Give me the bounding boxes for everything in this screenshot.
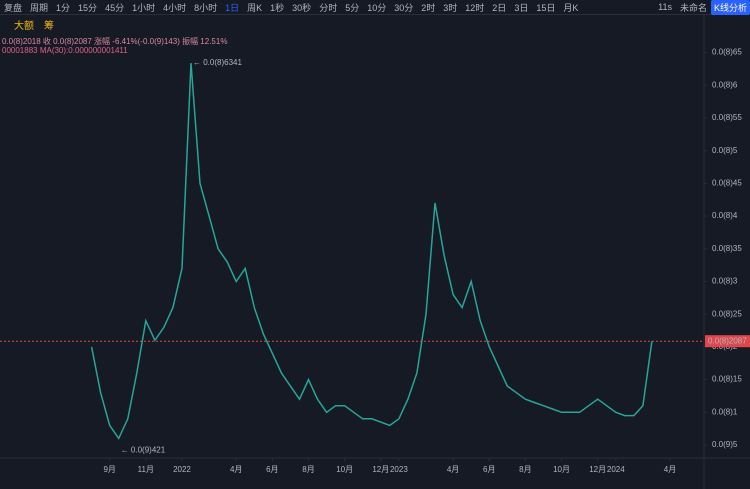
toolbar-item[interactable]: 45分 <box>105 2 125 13</box>
toolbar-item[interactable]: 4小时 <box>163 2 187 13</box>
toolbar-item[interactable]: 3时 <box>443 2 458 13</box>
y-tick-label: 0.0(8)55 <box>712 113 742 122</box>
toolbar-item[interactable]: 2日 <box>492 2 507 13</box>
toolbar-item[interactable]: 5分 <box>345 2 360 13</box>
toolbar-item[interactable]: 10分 <box>367 2 387 13</box>
subbar: 大额筹 <box>0 16 54 32</box>
toolbar-item[interactable]: 30分 <box>394 2 414 13</box>
y-tick-label: 0.0(8)1 <box>712 407 738 416</box>
y-tick-label: 0.0(8)45 <box>712 178 742 187</box>
last-price-label: 0.0(8)2087 <box>708 336 747 345</box>
x-tick-label: 2022 <box>173 465 191 474</box>
toolbar-item[interactable]: 8小时 <box>194 2 218 13</box>
toolbar-item[interactable]: 1秒 <box>270 2 285 13</box>
toolbar-item[interactable]: 1日 <box>225 2 240 13</box>
x-tick-label: 9月 <box>103 465 115 474</box>
x-tick-label: 4月 <box>664 465 676 474</box>
toolbar-item[interactable]: 复盘 <box>4 2 23 13</box>
y-tick-label: 0.0(9)5 <box>712 440 738 449</box>
x-tick-label: 2024 <box>607 465 625 474</box>
subbar-item[interactable]: 筹 <box>44 20 54 32</box>
y-tick-label: 0.0(8)65 <box>712 48 742 57</box>
x-tick-label: 8月 <box>519 465 531 474</box>
x-tick-label: 4月 <box>230 465 242 474</box>
y-tick-label: 0.0(8)15 <box>712 375 742 384</box>
ohlc-info: 0.0(8)2018 收 0.0(8)2087 涨幅 -6.41%(-0.0(9… <box>2 37 228 46</box>
y-tick-label: 0.0(8)25 <box>712 309 742 318</box>
toolbar-item[interactable]: 15日 <box>536 2 556 13</box>
y-tick-label: 0.0(8)35 <box>712 244 742 253</box>
y-tick-label: 0.0(8)6 <box>712 80 738 89</box>
toolbar-item[interactable]: 12时 <box>465 2 485 13</box>
x-tick-label: 8月 <box>302 465 314 474</box>
toolbar-item[interactable]: 2时 <box>421 2 436 13</box>
toolbar-item[interactable]: 周期 <box>30 2 49 13</box>
toolbar-item[interactable]: 周K <box>247 2 263 13</box>
timer: 11s <box>658 2 672 12</box>
toolbar: 复盘 周期 1分 15分 45分 1小时 4小时 8小时 1日 周K 1秒 30秒 分时 5分 10分 30分… <box>0 0 750 15</box>
x-tick-label: 6月 <box>266 465 278 474</box>
x-tick-label: 10月 <box>336 465 353 474</box>
analysis-button[interactable]: K线分析 <box>710 0 750 15</box>
x-tick-label: 12月 <box>372 465 389 474</box>
toolbar-item[interactable]: 1小时 <box>132 2 156 13</box>
x-tick-label: 2023 <box>390 465 408 474</box>
y-tick-label: 0.0(8)3 <box>712 277 738 286</box>
toolbar-item[interactable]: 3日 <box>514 2 529 13</box>
min-annotation: ← 0.0(9)421 <box>121 445 166 454</box>
x-tick-label: 11月 <box>138 465 154 474</box>
x-tick-label: 6月 <box>483 465 495 474</box>
ma-info: 00001883 MA(30):0.000000001411 <box>2 46 128 55</box>
x-tick-label: 12月 <box>589 465 606 474</box>
y-tick-label: 0.0(8)5 <box>712 146 738 155</box>
toolbar-item[interactable]: 15分 <box>78 2 98 13</box>
x-tick-label: 4月 <box>447 465 459 474</box>
y-tick-label: 0.0(8)4 <box>712 211 738 220</box>
x-tick-label: 10月 <box>553 465 570 474</box>
subbar-item[interactable]: 大额 <box>14 20 34 32</box>
toolbar-item[interactable]: 月K <box>563 2 579 13</box>
toolbar-item[interactable]: 分时 <box>319 2 338 13</box>
toolbar-item[interactable]: 30秒 <box>292 2 312 13</box>
price-line <box>90 62 653 440</box>
max-annotation: ← 0.0(8)6341 <box>193 58 242 67</box>
toolbar-item[interactable]: 1分 <box>56 2 71 13</box>
workspace[interactable]: 未命名 <box>679 2 707 13</box>
last-price-box <box>705 335 750 348</box>
